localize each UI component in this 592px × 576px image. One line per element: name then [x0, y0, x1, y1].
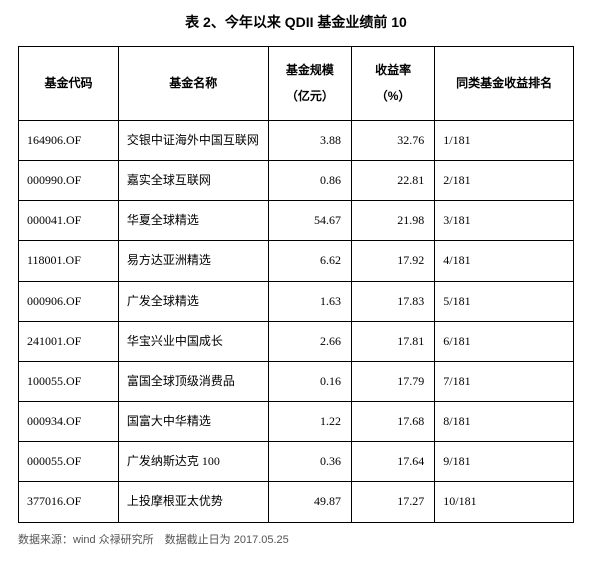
table-row: 000906.OF广发全球精选1.6317.835/181	[19, 281, 574, 321]
data-source-footer: 数据来源：wind 众禄研究所 数据截止日为 2017.05.25	[18, 531, 574, 547]
header-scale-l2: （亿元）	[275, 83, 345, 109]
cell-return: 21.98	[351, 201, 434, 241]
qdii-table: 基金代码 基金名称 基金规模 （亿元） 收益率 （%） 同类基金收益排名 164…	[18, 46, 574, 523]
cell-return: 17.92	[351, 241, 434, 281]
cell-code: 000055.OF	[19, 442, 119, 482]
cell-return: 17.64	[351, 442, 434, 482]
cell-rank: 10/181	[435, 482, 574, 522]
cell-name: 交银中证海外中国互联网	[118, 120, 268, 160]
header-return: 收益率 （%）	[351, 47, 434, 121]
header-scale-l1: 基金规模	[275, 57, 345, 83]
cell-return: 17.83	[351, 281, 434, 321]
cell-code: 377016.OF	[19, 482, 119, 522]
cell-name: 上投摩根亚太优势	[118, 482, 268, 522]
cell-rank: 2/181	[435, 160, 574, 200]
table-row: 164906.OF交银中证海外中国互联网3.8832.761/181	[19, 120, 574, 160]
table-row: 118001.OF易方达亚洲精选6.6217.924/181	[19, 241, 574, 281]
table-header-row: 基金代码 基金名称 基金规模 （亿元） 收益率 （%） 同类基金收益排名	[19, 47, 574, 121]
cell-code: 241001.OF	[19, 321, 119, 361]
cell-rank: 4/181	[435, 241, 574, 281]
header-return-l2: （%）	[358, 83, 428, 109]
cell-scale: 2.66	[268, 321, 351, 361]
cell-rank: 9/181	[435, 442, 574, 482]
cell-code: 000934.OF	[19, 402, 119, 442]
cell-name: 嘉实全球互联网	[118, 160, 268, 200]
cell-code: 118001.OF	[19, 241, 119, 281]
cell-rank: 6/181	[435, 321, 574, 361]
cell-scale: 0.16	[268, 361, 351, 401]
cell-return: 17.68	[351, 402, 434, 442]
cell-return: 17.79	[351, 361, 434, 401]
table-row: 100055.OF富国全球顶级消费品0.1617.797/181	[19, 361, 574, 401]
table-row: 000990.OF嘉实全球互联网0.8622.812/181	[19, 160, 574, 200]
cell-return: 32.76	[351, 120, 434, 160]
cell-name: 华宝兴业中国成长	[118, 321, 268, 361]
cell-rank: 8/181	[435, 402, 574, 442]
cell-name: 易方达亚洲精选	[118, 241, 268, 281]
cell-code: 000990.OF	[19, 160, 119, 200]
header-name: 基金名称	[118, 47, 268, 121]
cell-return: 17.81	[351, 321, 434, 361]
cell-code: 000041.OF	[19, 201, 119, 241]
cell-scale: 49.87	[268, 482, 351, 522]
table-body: 164906.OF交银中证海外中国互联网3.8832.761/181000990…	[19, 120, 574, 522]
cell-return: 22.81	[351, 160, 434, 200]
cell-scale: 0.86	[268, 160, 351, 200]
header-return-l1: 收益率	[358, 57, 428, 83]
cell-code: 000906.OF	[19, 281, 119, 321]
cell-rank: 1/181	[435, 120, 574, 160]
table-row: 241001.OF华宝兴业中国成长2.6617.816/181	[19, 321, 574, 361]
cell-name: 华夏全球精选	[118, 201, 268, 241]
cell-rank: 5/181	[435, 281, 574, 321]
cell-name: 广发全球精选	[118, 281, 268, 321]
cell-scale: 0.36	[268, 442, 351, 482]
cell-rank: 7/181	[435, 361, 574, 401]
cell-scale: 54.67	[268, 201, 351, 241]
header-code: 基金代码	[19, 47, 119, 121]
cell-rank: 3/181	[435, 201, 574, 241]
header-rank: 同类基金收益排名	[435, 47, 574, 121]
table-title: 表 2、今年以来 QDII 基金业绩前 10	[18, 12, 574, 32]
table-row: 377016.OF上投摩根亚太优势49.8717.2710/181	[19, 482, 574, 522]
cell-code: 100055.OF	[19, 361, 119, 401]
cell-scale: 1.63	[268, 281, 351, 321]
cell-return: 17.27	[351, 482, 434, 522]
cell-name: 富国全球顶级消费品	[118, 361, 268, 401]
table-row: 000055.OF广发纳斯达克 1000.3617.649/181	[19, 442, 574, 482]
table-row: 000934.OF国富大中华精选1.2217.688/181	[19, 402, 574, 442]
cell-name: 国富大中华精选	[118, 402, 268, 442]
cell-scale: 1.22	[268, 402, 351, 442]
cell-name: 广发纳斯达克 100	[118, 442, 268, 482]
cell-scale: 3.88	[268, 120, 351, 160]
cell-code: 164906.OF	[19, 120, 119, 160]
table-row: 000041.OF华夏全球精选54.6721.983/181	[19, 201, 574, 241]
cell-scale: 6.62	[268, 241, 351, 281]
header-scale: 基金规模 （亿元）	[268, 47, 351, 121]
